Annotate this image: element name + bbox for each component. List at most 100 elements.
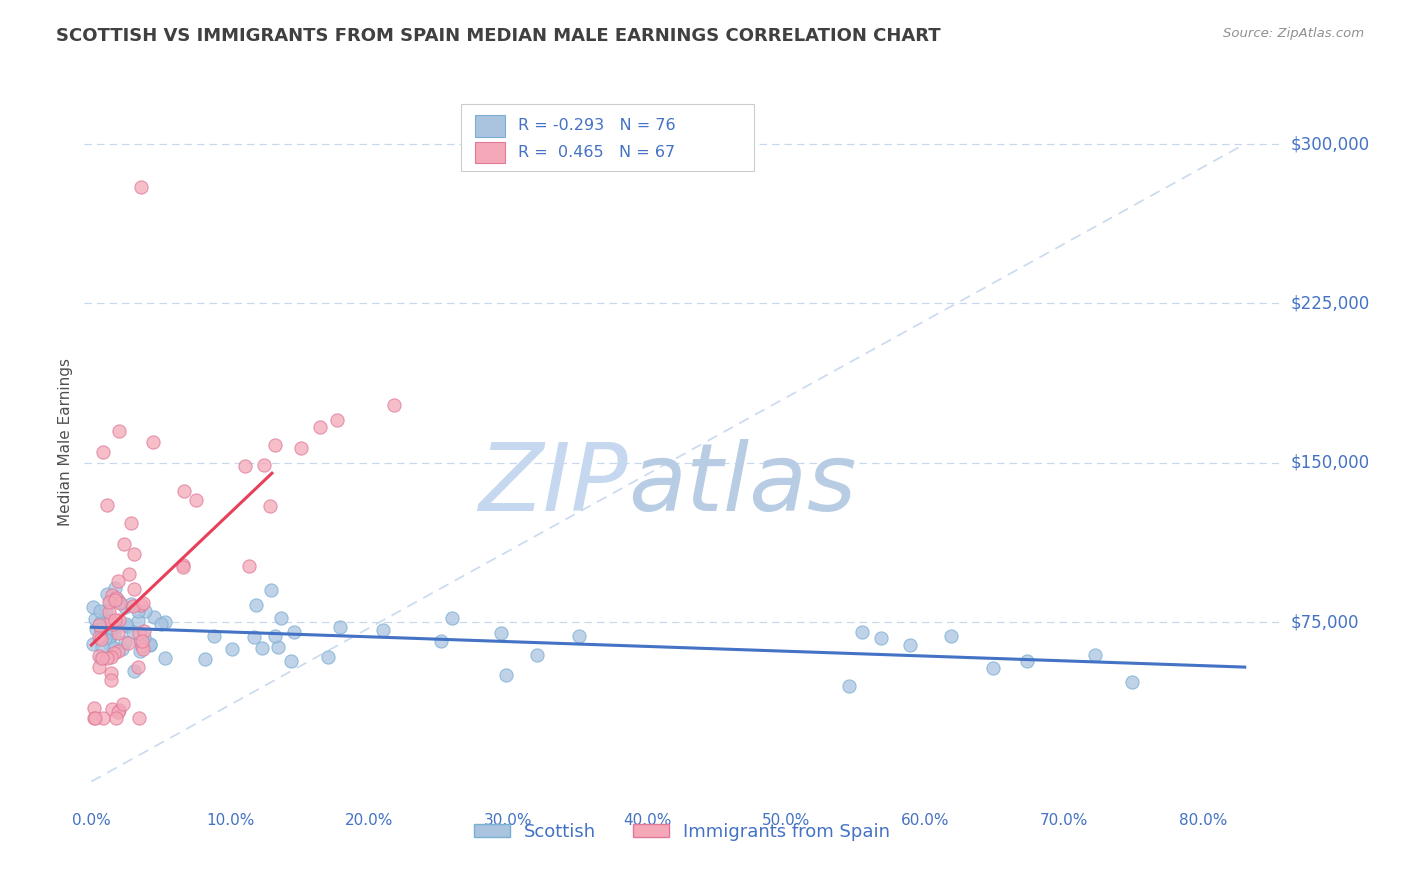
Point: [104, 613, 127, 627]
Point: [316, 649, 339, 664]
Point: [104, 711, 127, 725]
Point: [120, 516, 142, 530]
Text: $150,000: $150,000: [1291, 454, 1369, 472]
Point: [93, 632, 115, 646]
Point: [84, 612, 107, 626]
Point: [1084, 648, 1107, 663]
Point: [108, 424, 131, 438]
Point: [238, 558, 260, 573]
Point: [128, 711, 150, 725]
Point: [329, 620, 352, 634]
Point: [100, 649, 122, 664]
Bar: [475, 115, 505, 136]
Point: [242, 630, 264, 644]
Point: [440, 611, 463, 625]
Point: [838, 679, 860, 693]
Point: [98, 605, 121, 619]
Point: [870, 631, 893, 645]
FancyBboxPatch shape: [461, 104, 754, 170]
Point: [83, 701, 105, 715]
Point: [264, 438, 287, 452]
Point: [250, 641, 273, 656]
Point: [128, 625, 150, 640]
Point: [98, 638, 121, 652]
Point: [118, 566, 141, 581]
Y-axis label: Median Male Earnings: Median Male Earnings: [58, 358, 73, 525]
Point: [114, 635, 136, 649]
Point: [91, 445, 114, 459]
Point: [107, 705, 129, 719]
Point: [96, 651, 118, 665]
Point: [103, 617, 125, 632]
Point: [94, 604, 117, 618]
Point: [132, 596, 155, 610]
Point: [139, 638, 162, 652]
Point: [981, 661, 1004, 675]
Point: [82, 599, 104, 614]
Point: [100, 614, 122, 628]
Point: [194, 651, 217, 665]
Point: [495, 668, 517, 682]
Point: [112, 537, 135, 551]
Point: [202, 630, 225, 644]
Point: [122, 582, 145, 596]
Point: [100, 673, 122, 688]
Point: [142, 610, 165, 624]
Point: [111, 697, 134, 711]
Point: [1017, 654, 1039, 668]
Point: [91, 640, 114, 654]
Point: [127, 604, 149, 618]
Point: [131, 634, 153, 648]
Point: [94, 612, 117, 626]
Point: [114, 600, 136, 615]
Text: R =  0.465   N = 67: R = 0.465 N = 67: [519, 145, 675, 160]
Point: [90, 632, 112, 646]
Text: atlas: atlas: [628, 440, 856, 531]
Point: [96, 587, 118, 601]
Point: [84, 711, 107, 725]
Point: [86, 622, 108, 636]
Point: [122, 625, 145, 640]
Point: [90, 622, 112, 636]
Point: [90, 651, 112, 665]
Point: [89, 617, 111, 632]
Text: ZIP: ZIP: [478, 440, 628, 531]
Point: [89, 615, 111, 630]
Point: [98, 594, 121, 608]
Point: [100, 589, 122, 603]
Point: [267, 640, 290, 654]
Point: [100, 621, 122, 635]
Legend: Scottish, Immigrants from Spain: Scottish, Immigrants from Spain: [467, 815, 897, 848]
Point: [108, 613, 131, 627]
Point: [132, 642, 155, 657]
Point: [122, 547, 145, 561]
Point: [245, 598, 267, 612]
Text: $75,000: $75,000: [1291, 613, 1360, 632]
Point: [568, 629, 591, 643]
Point: [252, 458, 274, 472]
Point: [90, 651, 112, 665]
Point: [172, 560, 194, 574]
Point: [105, 592, 128, 607]
Point: [221, 642, 243, 657]
Point: [115, 617, 138, 632]
Point: [153, 615, 176, 629]
Point: [184, 493, 207, 508]
Text: Source: ZipAtlas.com: Source: ZipAtlas.com: [1223, 27, 1364, 40]
Point: [103, 625, 125, 640]
Point: [122, 599, 145, 614]
Point: [129, 599, 152, 613]
Point: [124, 664, 146, 678]
Point: [259, 499, 281, 513]
Point: [117, 636, 139, 650]
Point: [898, 638, 921, 652]
Point: [127, 615, 149, 629]
Point: [851, 625, 873, 640]
Point: [107, 644, 129, 658]
Bar: [475, 142, 505, 163]
Point: [172, 558, 194, 572]
Point: [97, 595, 120, 609]
Point: [108, 595, 131, 609]
Point: [308, 419, 330, 434]
Point: [382, 398, 405, 412]
